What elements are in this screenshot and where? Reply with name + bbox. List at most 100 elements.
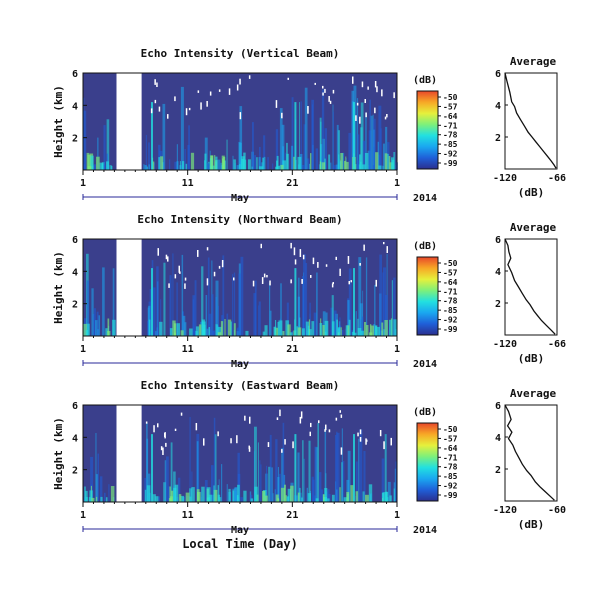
surface-echo [331, 494, 335, 502]
missing-data-speck [309, 431, 311, 437]
echo-streak [347, 450, 351, 502]
missing-data-speck [154, 79, 156, 85]
echo-streak [324, 427, 327, 502]
echo-streak [157, 496, 161, 502]
surface-echo [310, 153, 312, 170]
missing-data-speck [281, 449, 283, 453]
echo-streak [97, 453, 99, 502]
missing-data-speck [348, 281, 350, 285]
colorbar-tick-label: -92 [443, 150, 458, 159]
missing-data-speck [197, 90, 200, 93]
echo-streak [395, 461, 398, 502]
echo-streak [232, 155, 234, 170]
surface-echo [217, 485, 219, 502]
surface-echo [201, 319, 205, 336]
surface-echo [155, 496, 159, 502]
echo-streak [336, 489, 338, 502]
missing-data-speck [248, 75, 251, 79]
echo-streak [348, 268, 352, 336]
surface-echo [180, 495, 184, 502]
surface-echo [190, 152, 195, 170]
y-axis-label: Height (km) [52, 85, 65, 158]
echo-streak [299, 317, 301, 336]
missing-data-speck [352, 76, 354, 84]
surface-echo [191, 487, 195, 502]
echo-streak [277, 477, 280, 502]
echo-streak [268, 466, 271, 502]
surface-echo [350, 485, 354, 502]
surface-echo [85, 330, 89, 336]
surface-echo [210, 155, 214, 170]
echo-streak [182, 315, 186, 336]
echo-streak [302, 440, 304, 502]
missing-data-speck [379, 430, 382, 437]
missing-data-speck [292, 441, 294, 449]
echo-streak [316, 272, 318, 336]
surface-echo [241, 156, 245, 170]
colorbar-tick-label: -57 [443, 102, 458, 111]
echo-streak [192, 299, 194, 336]
echo-column [294, 102, 297, 170]
surface-echo [348, 319, 351, 336]
missing-data-speck [157, 423, 159, 428]
echo-streak [160, 299, 162, 336]
echo-streak [200, 321, 203, 336]
missing-data-speck [206, 247, 209, 251]
echo-streak [358, 257, 362, 336]
echo-streak [266, 465, 268, 502]
echo-streak [156, 266, 159, 336]
average-x-tick-label: -60 [548, 505, 566, 516]
surface-echo [289, 332, 293, 336]
missing-data-speck [167, 114, 169, 119]
average-profile-line [504, 72, 557, 169]
year-label: 2014 [413, 359, 437, 370]
average-y-tick-label: 2 [495, 133, 501, 144]
missing-data-speck [365, 112, 367, 118]
echo-streak [373, 118, 376, 170]
echo-streak [215, 324, 218, 336]
echo-streak [96, 311, 99, 336]
surface-echo [299, 487, 301, 502]
echo-streak [222, 255, 225, 336]
missing-data-speck [325, 264, 328, 267]
month-label: May [231, 359, 249, 370]
surface-echo [384, 153, 388, 170]
echo-streak [258, 301, 261, 336]
surface-echo [381, 322, 384, 336]
x-tick-label: 21 [286, 344, 298, 355]
echo-streak [291, 145, 294, 170]
surface-echo [346, 161, 349, 170]
surface-echo [384, 320, 388, 336]
colorbar [416, 422, 439, 502]
surface-echo [180, 330, 184, 336]
echo-streak [91, 288, 94, 336]
echo-streak [232, 274, 234, 336]
missing-data-speck [347, 256, 350, 264]
surface-echo [276, 155, 279, 170]
colorbar-tick-label: -85 [443, 140, 458, 149]
surface-echo [160, 156, 164, 170]
echo-streak [377, 141, 380, 170]
colorbar-tick-label: -99 [443, 491, 458, 500]
average-frame [504, 404, 558, 502]
echo-streak [378, 105, 382, 170]
surface-echo [343, 497, 348, 502]
echo-streak [98, 315, 100, 336]
surface-echo [369, 324, 372, 336]
surface-echo [345, 325, 348, 336]
surface-echo [112, 319, 116, 336]
surface-echo [214, 155, 216, 170]
surface-echo [307, 493, 311, 502]
echo-column [353, 268, 355, 336]
missing-data-speck [217, 431, 219, 437]
echo-streak [321, 89, 325, 170]
surface-echo [201, 486, 205, 502]
echo-streak [361, 316, 364, 336]
colorbar-tick-label: -99 [443, 325, 458, 334]
heatmap-echo-streaks [83, 242, 397, 336]
surface-echo [357, 318, 359, 336]
colorbar [416, 90, 439, 170]
missing-data-speck [367, 86, 369, 90]
average-x-tick-label: -120 [493, 339, 517, 350]
panel-title: Echo Intensity (Northward Beam) [137, 213, 342, 226]
